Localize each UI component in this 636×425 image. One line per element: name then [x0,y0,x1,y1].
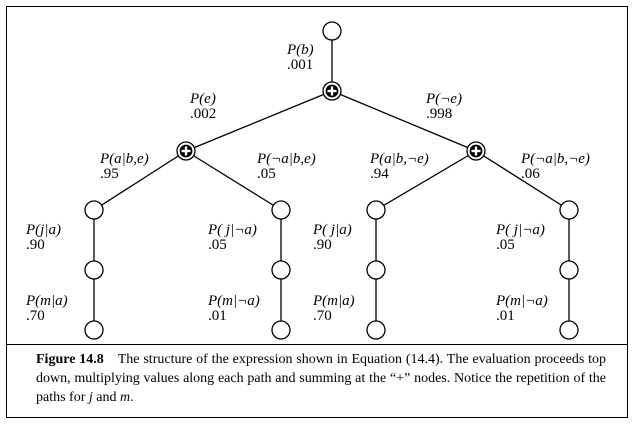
tree-edge [475,150,570,211]
tree-node [366,200,386,220]
tree-labels: P(b).001 P(e).002 P(¬e).998 P(a|b,e).95 P(¬a… [25,42,590,324]
tree-edge [375,150,477,211]
probability-value: .95 [100,166,119,182]
probability-value: .001 [287,57,313,73]
probability-value: .94 [370,166,389,182]
probability-label: P( j|a).90 [312,222,352,253]
probability-label: P(m|a).70 [312,293,355,324]
caption-text-2: and [92,390,120,405]
probability-name: P(m|a) [312,293,355,309]
probability-label: P(m|¬a).01 [207,293,260,324]
caption-text-1: The structure of the expression shown in… [36,352,607,405]
figure-label: Figure 14.8 [36,352,104,367]
probability-value: .01 [208,308,227,324]
tree-edge [93,150,187,211]
plus-node-icon [466,141,486,161]
tree-nodes [84,21,579,340]
probability-name: P(j|a) [25,222,61,238]
probability-label: P(j|a).90 [25,222,61,253]
probability-name: P(¬e) [425,91,462,107]
tree-edge [185,150,282,211]
probability-name: P(b) [286,42,314,58]
probability-value: .05 [496,237,515,253]
evaluation-tree-diagram: P(b).001 P(e).002 P(¬e).998 P(a|b,e).95 P(¬a… [25,21,590,340]
probability-label: P(m|¬a).01 [495,293,548,324]
tree-node [84,260,104,280]
probability-value: .002 [190,106,216,122]
caption-divider [6,344,628,345]
probability-value: .01 [496,308,515,324]
probability-name: P(a|b,¬e) [369,151,429,167]
probability-value: .70 [26,308,45,324]
probability-label: P(b).001 [286,42,314,73]
probability-value: .05 [257,166,276,182]
tree-node [84,320,104,340]
tree-node [271,260,291,280]
tree-edge [331,90,477,152]
tree-node [271,320,291,340]
probability-label: P(¬a|b,e).05 [256,151,316,182]
tree-node [559,320,579,340]
probability-label: P(a|b,¬e).94 [369,151,429,182]
probability-value: .05 [208,237,227,253]
probability-name: P( j|¬a) [495,222,545,238]
tree-node [271,200,291,220]
probability-label: P(¬a|b,¬e).06 [520,151,590,182]
probability-label: P(e).002 [189,91,216,122]
probability-value: .90 [313,237,332,253]
probability-name: P(¬a|b,e) [256,151,316,167]
probability-label: P(¬e).998 [425,91,462,122]
probability-name: P( j|¬a) [207,222,257,238]
probability-value: .70 [313,308,332,324]
probability-name: P(m|¬a) [207,293,260,309]
tree-node [559,200,579,220]
figure-caption: Figure 14.8 The structure of the expressi… [36,350,606,407]
tree-edge [185,90,333,152]
probability-value: .998 [426,106,452,122]
tree-edges [93,31,570,330]
tree-node [322,21,342,41]
probability-name: P(a|b,e) [99,151,149,167]
figure-frame [6,6,628,418]
probability-name: P(e) [189,91,216,107]
probability-name: P(¬a|b,¬e) [520,151,590,167]
plus-node-icon [176,141,196,161]
probability-name: P( j|a) [312,222,352,238]
probability-label: P(m|a).70 [25,293,68,324]
probability-value: .90 [26,237,45,253]
caption-var-m: m [120,390,131,405]
probability-label: P(a|b,e).95 [99,151,149,182]
caption-text-3: . [130,390,134,405]
probability-label: P( j|¬a).05 [495,222,545,253]
probability-name: P(m|a) [25,293,68,309]
tree-node [366,320,386,340]
probability-value: .06 [521,166,540,182]
probability-label: P( j|¬a).05 [207,222,257,253]
tree-node [366,260,386,280]
probability-name: P(m|¬a) [495,293,548,309]
tree-node [559,260,579,280]
tree-node [84,200,104,220]
plus-node-icon [322,81,342,101]
caption-var-j: j [88,390,93,405]
